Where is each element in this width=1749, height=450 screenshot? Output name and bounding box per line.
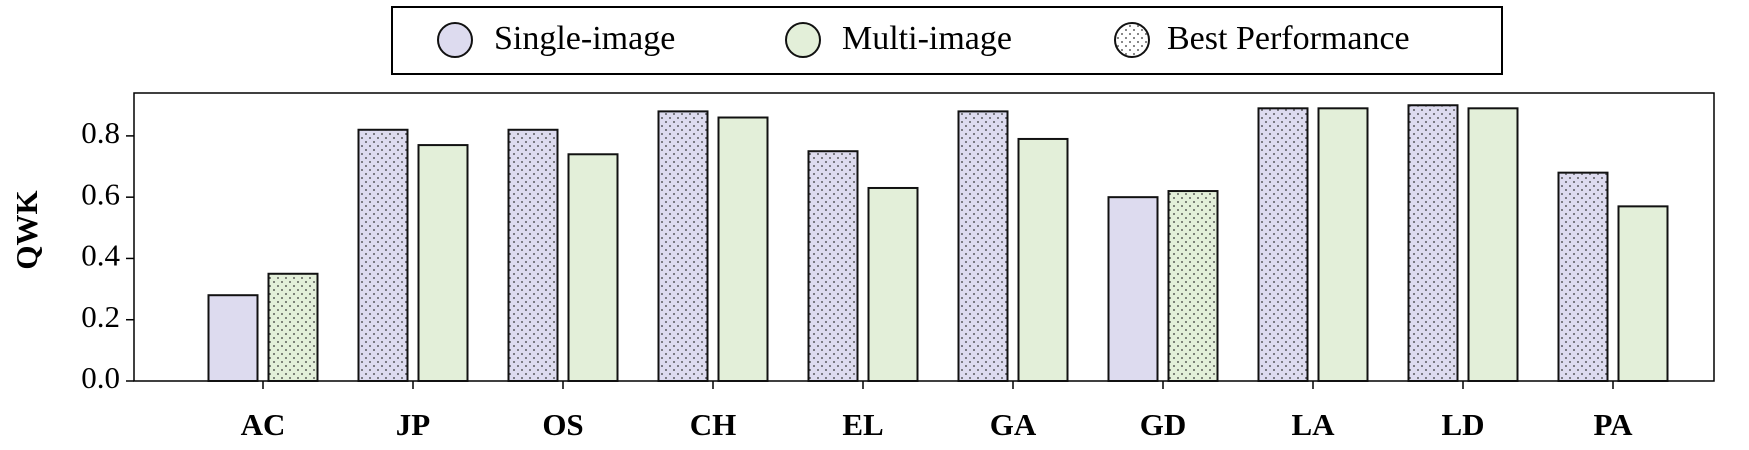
plot-frame [133,92,1715,382]
legend-label: Single-image [494,20,675,57]
y-axis-label: QWK [9,190,44,269]
bar [867,186,919,382]
x-tick-label: PA [1593,407,1633,442]
bar-hatch [809,152,857,380]
x-tick-label: JP [396,407,431,442]
bar [417,144,469,382]
bar-hatch [1409,106,1457,381]
legend-marker [785,22,821,58]
y-tick-label: 0.6 [81,176,120,211]
y-tick-label: 0.2 [81,299,120,334]
legend-marker [437,22,473,58]
bar [567,153,619,382]
x-tick-label: AC [241,407,286,442]
bar-hatch [959,112,1007,380]
y-tick-label: 0.8 [81,115,120,150]
bar-hatch [269,274,317,380]
bar [207,294,259,382]
bar [1317,107,1369,382]
bar-hatch [1259,109,1307,380]
x-tick-label: CH [690,407,737,442]
bar-hatch [359,130,407,380]
bar-hatch [659,112,707,380]
x-tick-label: OS [542,407,583,442]
legend-label: Multi-image [842,20,1012,57]
bar [1107,196,1159,382]
y-tick-label: 0.0 [81,360,120,395]
bar-hatch [1559,173,1607,380]
legend-marker-hatch [1116,24,1148,56]
x-tick-label: GA [990,407,1037,442]
x-tick-label: LD [1441,407,1484,442]
bar-hatch [509,130,557,380]
legend-label: Best Performance [1167,20,1410,57]
x-tick-label: EL [842,407,883,442]
x-tick-label: GD [1140,407,1187,442]
bar [1017,137,1069,382]
bar [1617,205,1669,382]
bar [717,116,769,382]
y-tick-label: 0.4 [81,238,120,273]
x-tick-label: LA [1291,407,1335,442]
bar [1467,107,1519,382]
bar-hatch [1169,192,1217,380]
legend-box [391,6,1503,75]
